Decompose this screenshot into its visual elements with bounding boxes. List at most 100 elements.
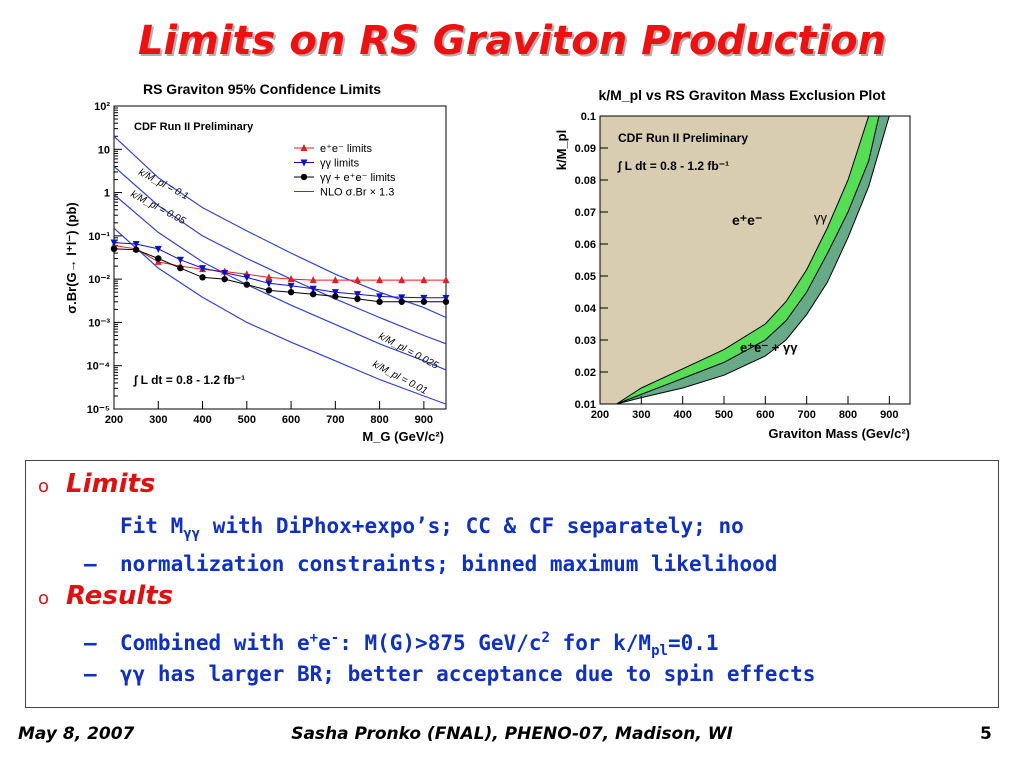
theory-curve	[114, 135, 446, 319]
y-tick-label: 10	[98, 144, 110, 156]
legend-label: γγ limits	[320, 158, 360, 170]
y-tick-label: 0.08	[575, 175, 596, 187]
x-tick-label: 900	[880, 409, 898, 421]
x-tick-label: 600	[756, 409, 774, 421]
data-point	[154, 245, 162, 253]
data-point	[155, 255, 162, 262]
bullet-label: Results	[66, 581, 174, 611]
x-tick-label: 300	[149, 414, 167, 426]
data-point	[376, 276, 384, 284]
x-tick-label: 800	[839, 409, 857, 421]
bullet-marker: o	[38, 476, 50, 497]
data-point	[110, 245, 118, 253]
data-point	[420, 294, 428, 302]
data-point	[376, 298, 383, 305]
x-tick-label: 500	[715, 409, 733, 421]
x-tick-label: 900	[415, 414, 433, 426]
x-tick-label: 200	[591, 409, 609, 421]
sub-bullet: – γγ has larger BR; better acceptance due…	[84, 662, 816, 686]
data-point	[243, 281, 250, 288]
x-tick-label: 400	[673, 409, 691, 421]
series-line	[113, 242, 446, 299]
x-axis-label: M_G (GeV/c²)	[362, 429, 444, 444]
footer-date: May 8, 2007	[18, 724, 135, 744]
sub-bullet-text: Fit Mγγ with DiPhox+expo’s; CC & CF sepa…	[120, 514, 778, 577]
data-point	[331, 276, 339, 284]
data-point	[221, 275, 228, 283]
x-tick-label: 400	[193, 414, 211, 426]
theory-curve	[114, 194, 446, 371]
y-tick-label: 10⁻⁴	[87, 361, 110, 373]
data-point	[353, 276, 361, 284]
legend-label: γγ + e⁺e⁻ limits	[320, 172, 396, 184]
y-tick-label: 0.04	[575, 303, 597, 315]
chart-title: RS Graviton 95% Confidence Limits	[143, 81, 381, 97]
limits-chart: RS Graviton 95% Confidence Limits 10⁻⁵ 10⁻…	[62, 76, 456, 448]
y-tick-label: 0.06	[575, 239, 596, 251]
data-point	[287, 288, 295, 296]
data-point	[309, 285, 317, 293]
region-label: γγ	[814, 210, 828, 225]
data-point	[332, 293, 339, 300]
legend-marker	[300, 159, 308, 167]
data-point	[420, 298, 428, 305]
data-point	[287, 275, 295, 283]
data-point	[287, 282, 295, 290]
data-point	[265, 287, 273, 294]
x-tick-label: 200	[105, 414, 123, 426]
y-tick-label: 0.01	[575, 399, 596, 411]
data-point	[398, 276, 406, 284]
chart-title: k/M_pl vs RS Graviton Mass Exclusion Plo…	[598, 87, 885, 103]
legend-marker	[300, 144, 308, 151]
bullet-results: o Results	[38, 581, 173, 611]
data-point	[442, 276, 450, 284]
theory-curve	[114, 166, 446, 345]
data-point	[132, 246, 140, 253]
legend-marker	[300, 173, 308, 181]
sub-bullet: –Fit Mγγ with DiPhox+expo’s; CC & CF sep…	[84, 511, 777, 579]
data-point	[265, 273, 273, 281]
slide-title: Limits on RS Graviton Production	[137, 18, 887, 64]
series-line	[113, 245, 446, 281]
x-tick-label: 600	[282, 414, 300, 426]
x-tick-label: 700	[797, 409, 815, 421]
y-tick-label: 0.02	[575, 367, 596, 379]
y-tick-label: 10²	[94, 101, 110, 113]
data-point	[376, 293, 384, 301]
exclusion-chart: k/M_pl vs RS Graviton Mass Exclusion Plo…	[552, 80, 932, 448]
sub-bullet: – Combined with e+e-: M(G)>875 GeV/c2 for…	[84, 630, 719, 660]
annotation: CDF Run II Preliminary	[134, 121, 254, 133]
y-tick-label: 0.07	[575, 207, 596, 219]
page-number: 5	[980, 724, 992, 744]
data-point	[132, 240, 140, 248]
x-tick-label: 800	[370, 414, 388, 426]
data-point	[442, 294, 450, 302]
legend-label: e⁺e⁻ limits	[320, 143, 372, 155]
data-point	[199, 265, 207, 273]
x-tick-label: 500	[238, 414, 256, 426]
region-label: e⁺e⁻ + γγ	[740, 340, 798, 355]
data-point	[309, 276, 317, 284]
x-axis-label: Graviton Mass (Gev/c²)	[768, 426, 910, 441]
region-label: e⁺e⁻	[732, 212, 762, 228]
sub-bullet-text: Combined with e+e-: M(G)>875 GeV/c2 for …	[120, 630, 719, 660]
annotation: ∫ L dt = 0.8 - 1.2 fb⁻¹	[133, 373, 245, 387]
annotation: ∫ L dt = 0.8 - 1.2 fb⁻¹	[617, 159, 729, 173]
data-point	[243, 274, 251, 282]
x-tick-label: 300	[632, 409, 650, 421]
y-axis-label: σ.Br(G→ l⁺l⁻) (pb)	[64, 202, 79, 313]
series-line	[113, 248, 446, 303]
data-point	[221, 269, 229, 277]
bullet-marker: o	[38, 588, 50, 609]
annotation: CDF Run II Preliminary	[618, 131, 748, 145]
curve-label: k/M_pl = 0.01	[371, 359, 429, 397]
y-tick-label: 0.1	[581, 111, 596, 123]
data-point	[353, 291, 361, 299]
legend-label: NLO σ.Br × 1.3	[320, 187, 394, 199]
data-point	[398, 298, 405, 305]
y-tick-label: 0.05	[575, 271, 596, 283]
data-point	[177, 264, 184, 272]
data-point	[331, 289, 339, 297]
data-point	[176, 256, 184, 264]
y-tick-label: 1	[104, 188, 110, 200]
